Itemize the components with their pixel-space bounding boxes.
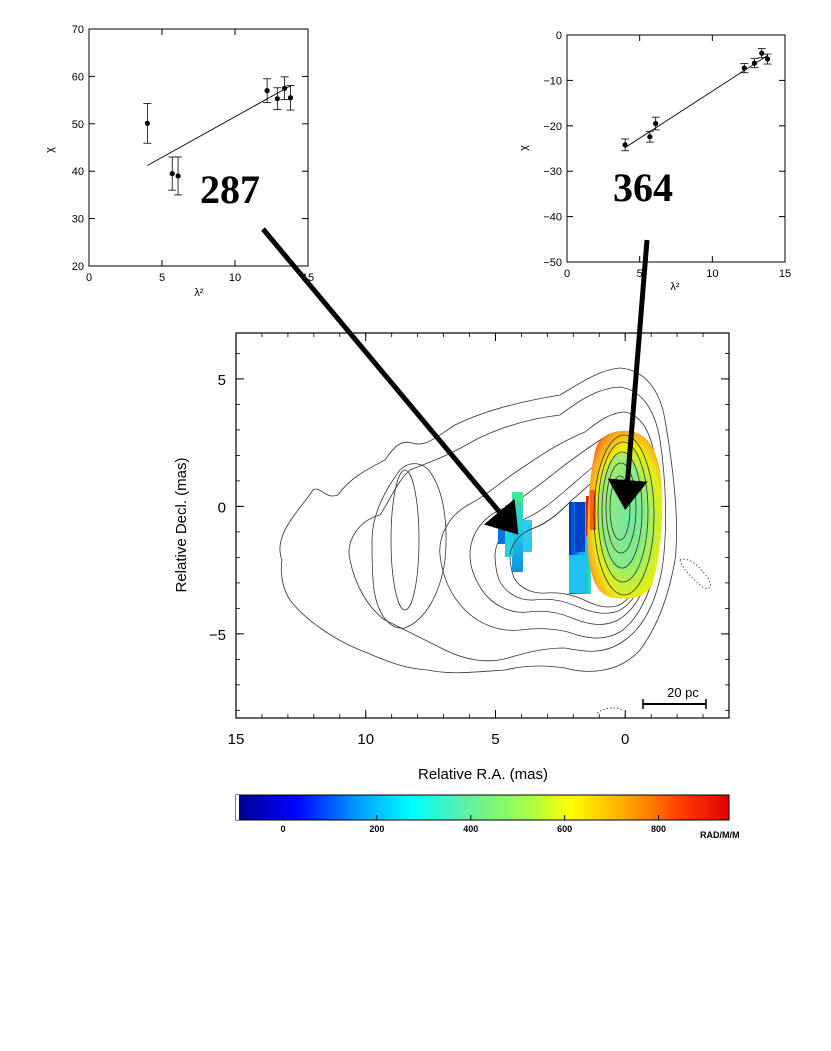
colorbar-tick-label: 0 — [280, 824, 285, 834]
rm-region-knot — [498, 492, 532, 572]
y-axis-label: χ — [44, 147, 56, 153]
x-tick-label: 0 — [564, 268, 570, 280]
x-tick-label: 5 — [637, 268, 643, 280]
scale-bar-label: 20 pc — [667, 685, 699, 700]
inset-frame — [88, 28, 309, 267]
x-tick-label: 15 — [228, 731, 245, 748]
data-point — [287, 95, 294, 101]
rm-region-core — [587, 430, 663, 599]
data-point — [264, 88, 270, 94]
contour — [679, 558, 711, 589]
y-tick-label: 40 — [72, 166, 84, 178]
y-axis-label: Relative Decl. (mas) — [173, 457, 190, 592]
rm-region-edge — [569, 496, 592, 594]
y-tick-label: −10 — [543, 75, 562, 87]
x-tick-label: 5 — [491, 731, 499, 748]
x-tick-label: 15 — [779, 268, 791, 280]
fit-line — [624, 55, 768, 148]
rm-map: 20 pc Relative R.A. (mas) Relative Decl.… — [173, 332, 730, 783]
inset-frame — [566, 34, 786, 263]
rm-annotation: 364 — [613, 165, 673, 210]
map-frame — [235, 332, 730, 719]
arrows — [261, 227, 650, 535]
colorbar-tick-label: 600 — [557, 824, 572, 834]
y-tick-label: −20 — [543, 121, 562, 133]
x-tick-label: 0 — [86, 272, 92, 284]
scale-bar: 20 pc — [642, 685, 707, 709]
colorbar-tick-label: 800 — [651, 824, 666, 834]
contour — [371, 463, 447, 629]
y-tick-label: 0 — [218, 499, 226, 516]
y-tick-label: 50 — [72, 119, 84, 131]
data-point — [274, 96, 280, 102]
x-axis-label: Relative R.A. (mas) — [418, 766, 548, 783]
y-tick-label: −50 — [543, 257, 562, 269]
x-tick-label: 15 — [302, 272, 314, 284]
colorbar: RAD/M/M — [235, 794, 740, 840]
arrow-364 — [607, 239, 650, 510]
inset-chart-364: λ² χ 364 — [518, 34, 786, 293]
x-tick-label: 10 — [357, 731, 374, 748]
data-point — [169, 170, 175, 177]
colorbar-tick-label: 200 — [369, 824, 384, 834]
contour — [390, 469, 420, 611]
colorbar-fill — [235, 794, 730, 821]
y-tick-label: 70 — [72, 24, 84, 36]
x-axis-label: λ² — [670, 281, 680, 293]
contour — [279, 367, 677, 674]
y-tick-label: −30 — [543, 166, 562, 178]
x-axis-label: λ² — [194, 287, 204, 299]
data-point — [175, 173, 181, 179]
x-tick-label: 10 — [229, 272, 241, 284]
data-point — [764, 56, 771, 62]
data-point — [751, 60, 758, 66]
data-point — [759, 50, 765, 56]
contour — [596, 707, 623, 714]
y-tick-label: 0 — [556, 30, 562, 42]
x-tick-label: 5 — [159, 272, 165, 284]
data-point — [741, 65, 747, 71]
data-point — [647, 134, 653, 140]
y-tick-label: 60 — [72, 71, 84, 83]
inset-chart-287: λ² χ 287 — [44, 28, 309, 299]
y-tick-label: −5 — [209, 627, 226, 644]
data-point — [653, 120, 659, 127]
y-tick-label: 20 — [72, 261, 84, 273]
x-tick-label: 0 — [621, 731, 629, 748]
y-tick-label: 30 — [72, 214, 84, 226]
y-axis-label: χ — [518, 145, 530, 151]
colorbar-tick-label: 400 — [463, 824, 478, 834]
rm-annotation: 287 — [200, 167, 260, 212]
data-point — [282, 85, 288, 91]
data-point — [144, 120, 150, 126]
contour — [348, 386, 667, 662]
x-tick-label: 10 — [706, 268, 718, 280]
arrow-287 — [261, 227, 519, 535]
y-tick-label: −40 — [543, 212, 562, 224]
colorbar-unit: RAD/M/M — [700, 830, 740, 840]
fit-line — [147, 85, 291, 166]
data-point — [622, 142, 628, 148]
y-tick-label: 5 — [218, 372, 226, 389]
